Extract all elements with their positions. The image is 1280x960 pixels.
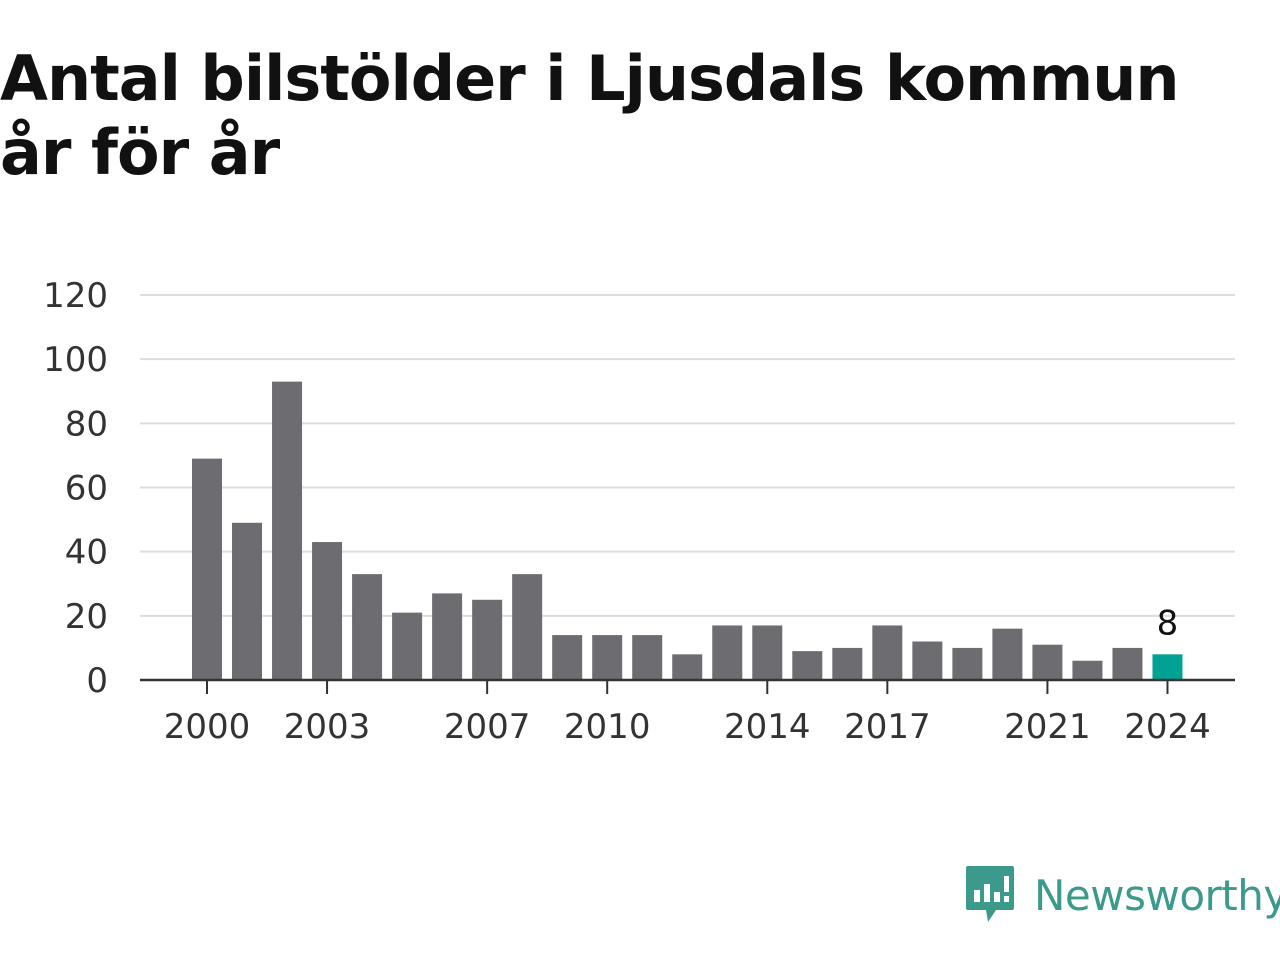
bar-2013 [712,625,743,680]
bar-2022 [1072,660,1103,680]
bar-2015 [792,651,823,680]
bar-2001 [232,522,263,680]
x-tick-label: 2010 [564,707,651,747]
bar-2018 [912,641,943,680]
y-tick-label: 0 [86,661,108,701]
y-tick-label: 20 [65,597,108,637]
bar-2014 [752,625,783,680]
bar-2007 [472,599,503,680]
y-tick-label: 120 [43,276,108,316]
y-tick-label: 100 [43,340,108,380]
y-tick-label: 60 [65,469,108,509]
bar-2021 [1032,644,1063,680]
bar-2010 [592,635,623,680]
x-tick-label: 2017 [844,707,931,747]
bar-2009 [552,635,583,680]
bar-2023 [1112,647,1143,680]
bars [192,381,1183,680]
newsworthy-brand: Newsworthy [964,864,1280,926]
bar-2002 [272,381,303,680]
y-tick-label: 80 [65,404,108,444]
bar-2008 [512,574,543,680]
y-axis-ticks: 0 20 40 60 80 100 120 [43,276,108,701]
bar-2016 [832,647,863,680]
bar-2024 [1152,654,1183,680]
x-tick-label: 2021 [1004,707,1091,747]
y-tick-label: 40 [65,533,108,573]
x-tick-label: 2003 [284,707,371,747]
bar-2003 [312,542,343,680]
x-axis-ticks: 2000 2003 2007 2010 2014 2017 2021 2024 [140,678,1235,747]
bar-2004 [352,574,383,680]
bar-2020 [992,628,1023,680]
x-tick-label: 2007 [444,707,531,747]
bar-2005 [392,612,423,680]
newsworthy-logo-icon [966,866,1014,922]
bar-2017 [872,625,903,680]
x-tick-label: 2000 [164,707,251,747]
bar-2019 [952,647,983,680]
bar-2006 [432,593,463,680]
grid-lines [140,294,1235,617]
bar-2000 [192,458,222,680]
brand-name: Newsworthy [1034,870,1280,920]
chart-title: Antal bilstölder i Ljusdals kommun år fö… [0,42,1180,189]
data-label-2024: 8 [1157,603,1179,643]
data-labels: 8 [1157,603,1179,643]
bar-2011 [632,635,663,680]
bar-2012 [672,654,703,680]
x-tick-label: 2024 [1124,707,1211,747]
x-tick-label: 2014 [724,707,811,747]
